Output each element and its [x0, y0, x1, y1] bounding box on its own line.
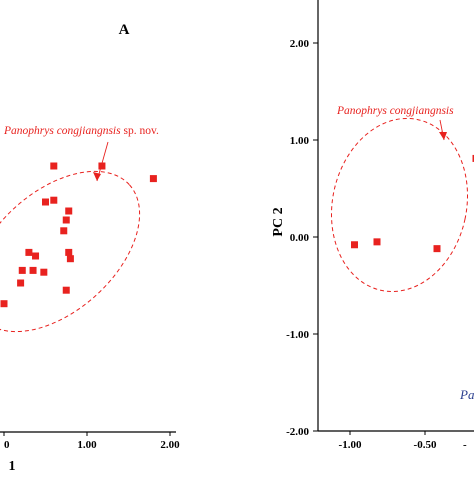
x-tick-label-b: -0.50	[414, 439, 437, 451]
panel-a: A Panophrys congjiangnsis sp. nov. 0 1.00…	[0, 22, 180, 474]
x-tick-label-a: 1.00	[77, 439, 97, 451]
y-tick-label-b: 2.00	[290, 38, 310, 50]
y-tick-label-b: -2.00	[286, 426, 309, 438]
group-ellipse-b	[316, 106, 474, 305]
data-point-a	[50, 197, 57, 204]
x-axis-label-a: 1	[9, 459, 16, 474]
data-point-a	[150, 175, 157, 182]
data-point-a	[19, 267, 26, 274]
data-point-b	[351, 241, 358, 248]
x-ticks-b: -1.00 -0.50 -	[339, 431, 467, 451]
data-point-a	[98, 163, 105, 170]
x-tick-label-b: -1.00	[339, 439, 362, 451]
data-point-a	[40, 269, 47, 276]
x-tick-label-b-cut: -	[463, 439, 467, 451]
data-point-a	[67, 255, 74, 262]
data-point-a	[42, 199, 49, 206]
panel-label: A	[119, 22, 130, 38]
species-annotation-b: Panophrys congjiangnsis	[336, 105, 454, 140]
annotation-text-b: Panophrys congjiangnsis	[336, 105, 454, 117]
data-point-b	[374, 238, 381, 245]
y-tick-label-b: 0.00	[290, 232, 310, 244]
x-ticks-a: 0 1.00 2.00	[4, 432, 180, 451]
points-a	[1, 163, 157, 308]
data-point-a	[65, 249, 72, 256]
x-tick-label-a: 0	[4, 439, 10, 451]
x-tick-label-a: 2.00	[160, 439, 180, 451]
data-point-a	[65, 208, 72, 215]
annotation-roman-a: sp. nov.	[121, 125, 159, 137]
annotation-italic-a: Panophrys congjiangnsis	[3, 125, 121, 137]
data-point-a	[60, 227, 67, 234]
data-point-b	[434, 245, 441, 252]
data-point-a	[25, 249, 32, 256]
annotation-text-a: Panophrys congjiangnsis sp. nov.	[3, 125, 159, 137]
data-point-a	[17, 280, 24, 287]
data-point-a	[30, 267, 37, 274]
points-b	[351, 155, 474, 252]
y-ticks-b: 2.00 1.00 0.00 -1.00 -2.00	[286, 38, 318, 438]
data-point-a	[63, 287, 70, 294]
y-tick-label-b: 1.00	[290, 135, 310, 147]
annotation-arrowhead-a	[93, 172, 101, 181]
panel-b: PC 2 Panophrys congjiangnsis 2.00 1.00 0.0…	[271, 0, 474, 451]
data-point-a	[32, 253, 39, 260]
cut-off-label: Pa	[459, 387, 474, 402]
y-axis-label-b: PC 2	[271, 207, 286, 236]
data-point-a	[63, 217, 70, 224]
y-tick-label-b: -1.00	[286, 329, 309, 341]
data-point-a	[50, 163, 57, 170]
data-point-a	[1, 300, 8, 307]
